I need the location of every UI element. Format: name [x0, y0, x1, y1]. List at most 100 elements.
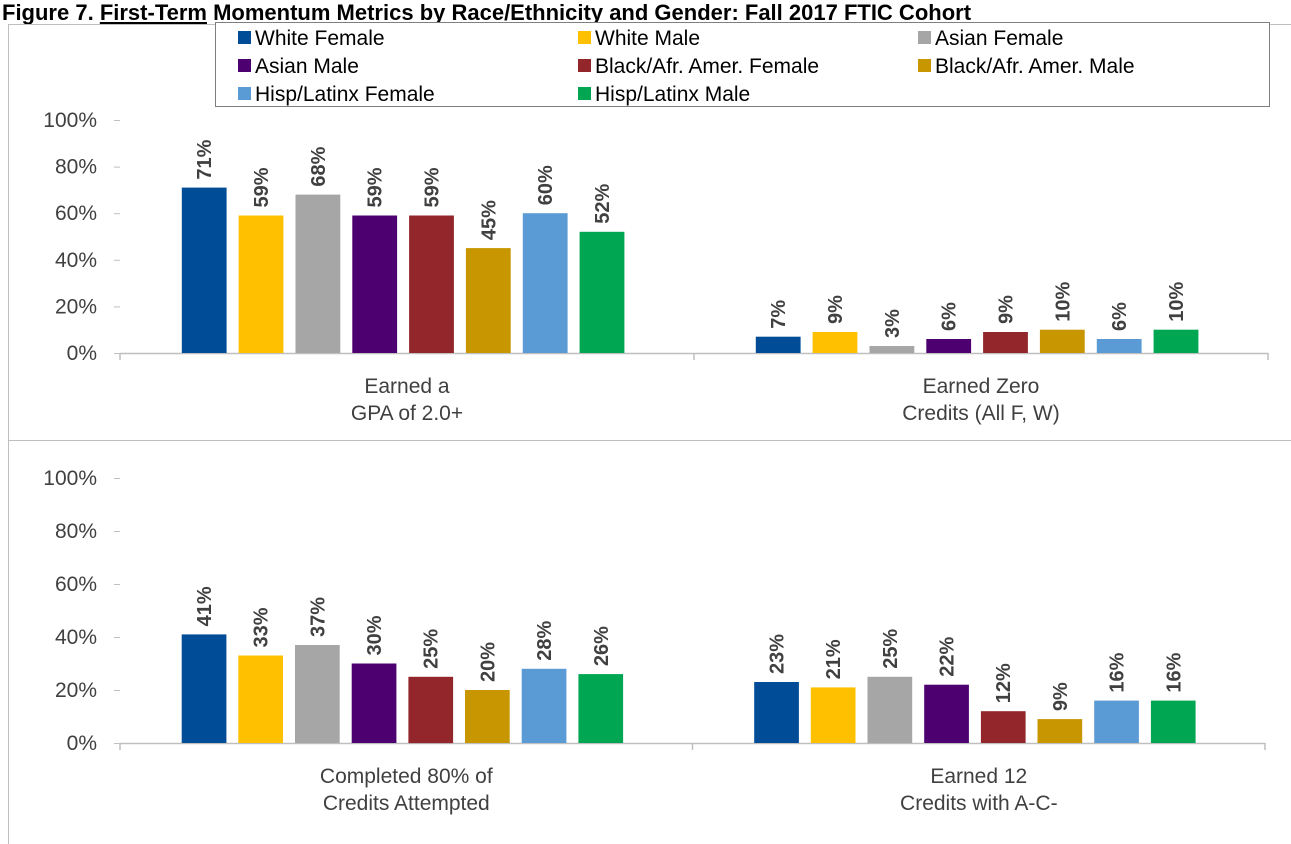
data-label: 25% — [421, 629, 443, 669]
y-tick-label: 20% — [55, 679, 97, 702]
y-tick-label: 40% — [55, 626, 97, 649]
bar — [181, 634, 227, 743]
legend-swatch — [578, 31, 591, 44]
data-label: 9% — [825, 295, 847, 324]
y-tick-label: 60% — [55, 573, 97, 596]
data-label: 10% — [1166, 281, 1188, 321]
data-label: 6% — [1109, 302, 1131, 331]
bar — [521, 668, 567, 743]
bar — [295, 645, 340, 743]
bar — [522, 213, 568, 353]
legend-label: Black/Afr. Amer. Male — [935, 55, 1135, 78]
data-label: 22% — [937, 636, 959, 676]
bar — [869, 346, 915, 353]
bar — [351, 663, 397, 743]
data-label: 59% — [251, 167, 273, 207]
x-category-label: Completed 80% of Credits Attempted — [320, 765, 493, 815]
chart-panel: 0% 20% 40% 60% 80% 100% 71% 59% 68% 59% 59% 45% 60% 5… — [43, 109, 1269, 425]
bar — [755, 336, 801, 353]
y-tick-label: 60% — [55, 202, 97, 225]
bar — [926, 339, 972, 353]
legend-box — [215, 22, 1270, 107]
legend-swatch — [578, 59, 591, 72]
bar — [465, 690, 510, 743]
bar — [867, 676, 913, 744]
data-label: 3% — [882, 309, 904, 338]
data-label: 71% — [194, 139, 216, 179]
bar — [409, 215, 454, 353]
bar — [810, 687, 856, 743]
bar — [1096, 339, 1142, 353]
data-label: 26% — [591, 626, 613, 666]
bar — [408, 676, 454, 744]
bar — [238, 215, 284, 353]
data-label: 52% — [592, 184, 614, 224]
bar — [812, 332, 858, 353]
figure-title-rest: Momentum Metrics by Race/Ethnicity and G… — [213, 0, 972, 25]
data-label: 10% — [1052, 281, 1074, 321]
bar — [238, 655, 283, 743]
bar — [1150, 700, 1196, 743]
y-tick-label: 0% — [67, 342, 97, 365]
data-label: 41% — [194, 586, 216, 626]
legend-label: Black/Afr. Amer. Female — [595, 55, 819, 78]
chart-panels: 0% 20% 40% 60% 80% 100% 71% 59% 68% 59% 59% 45% 60% 5… — [43, 109, 1269, 815]
bar — [465, 248, 511, 353]
data-label: 12% — [993, 663, 1015, 703]
data-label: 59% — [365, 167, 387, 207]
legend: White Female White Male Asian Female Asian … — [215, 22, 1270, 107]
data-label: 25% — [880, 629, 902, 669]
bar — [181, 187, 227, 353]
x-category-label: Earned a GPA of 2.0+ — [351, 375, 463, 425]
legend-swatch — [238, 87, 251, 100]
legend-swatch — [238, 59, 251, 72]
figure-title: Figure 7. First-Term Momentum Metrics by… — [2, 0, 971, 26]
data-label: 28% — [534, 621, 556, 661]
data-label: 59% — [422, 167, 444, 207]
bar — [578, 674, 624, 743]
data-label: 37% — [307, 597, 329, 637]
data-label: 9% — [1050, 682, 1072, 711]
data-label: 9% — [996, 295, 1018, 324]
legend-label: White Male — [595, 27, 700, 50]
data-label: 7% — [768, 300, 790, 329]
data-label: 33% — [251, 607, 273, 647]
x-category-label: Earned Zero Credits (All F, W) — [902, 375, 1060, 425]
data-label: 21% — [823, 639, 845, 679]
data-label: 16% — [1107, 652, 1129, 692]
data-label: 60% — [535, 165, 557, 205]
y-tick-label: 80% — [55, 156, 97, 179]
bar — [1094, 700, 1139, 743]
y-tick-label: 80% — [55, 520, 97, 543]
legend-label: White Female — [255, 27, 385, 50]
data-label: 45% — [478, 200, 500, 240]
data-label: 20% — [477, 642, 499, 682]
legend-swatch — [918, 31, 931, 44]
legend-swatch — [918, 59, 931, 72]
figure-title-underlined: First-Term — [99, 0, 207, 25]
y-tick-label: 0% — [67, 732, 97, 755]
y-tick-label: 20% — [55, 295, 97, 318]
data-label: 23% — [767, 634, 789, 674]
bar — [924, 684, 969, 743]
bar — [1039, 329, 1085, 353]
figure-title-prefix: Figure 7. — [2, 0, 94, 25]
data-label: 16% — [1163, 652, 1185, 692]
bar — [983, 332, 1028, 353]
legend-label: Asian Male — [255, 55, 359, 78]
y-tick-label: 40% — [55, 249, 97, 272]
data-label: 6% — [939, 302, 961, 331]
bar — [1037, 719, 1083, 743]
bar — [295, 194, 341, 353]
bar — [1153, 329, 1199, 353]
y-tick-label: 100% — [43, 467, 97, 490]
bar — [754, 682, 799, 743]
data-label: 68% — [308, 146, 330, 186]
y-tick-label: 100% — [43, 109, 97, 132]
x-category-label: Earned 12 Credits with A-C- — [900, 765, 1058, 815]
legend-label: Hisp/Latinx Male — [595, 83, 750, 106]
legend-label: Hisp/Latinx Female — [255, 83, 435, 106]
data-label: 30% — [364, 615, 386, 655]
bar — [980, 711, 1026, 743]
